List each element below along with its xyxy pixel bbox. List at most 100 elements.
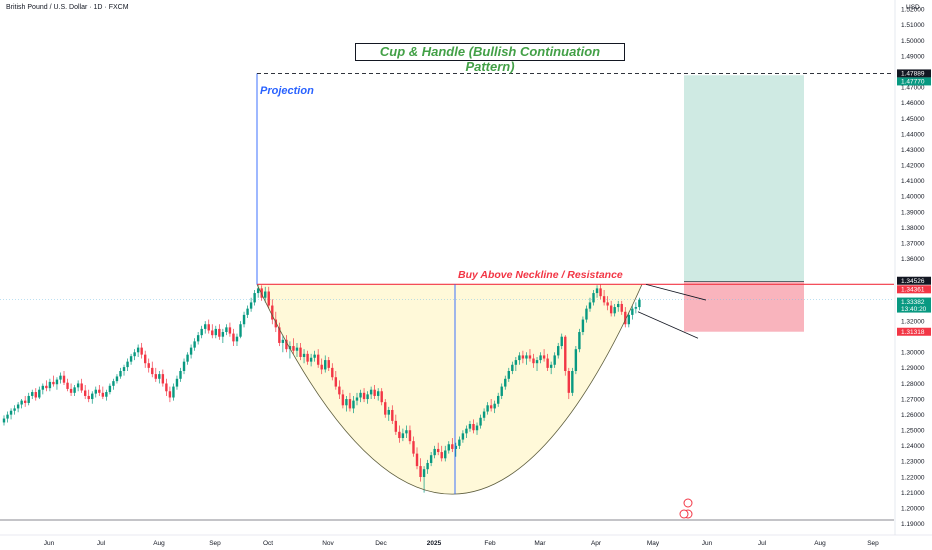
candle-body: [302, 353, 306, 357]
handle-channel-upper: [645, 283, 707, 301]
candle: [465, 425, 468, 439]
candle: [126, 358, 129, 371]
x-tick-label: Feb: [484, 540, 496, 547]
candle-body: [281, 339, 285, 343]
candle-body: [239, 324, 242, 337]
candle: [168, 386, 172, 403]
candle: [239, 321, 242, 339]
y-tick-label: 1.19000: [901, 521, 925, 528]
candle-body: [341, 394, 345, 406]
candle-body: [182, 361, 186, 371]
candle: [292, 338, 295, 354]
candle: [362, 388, 366, 403]
candle: [249, 297, 253, 312]
price-badge-bg: [897, 285, 931, 294]
y-tick-label: 1.29000: [901, 365, 925, 372]
candle: [6, 411, 9, 423]
candle-body: [20, 400, 23, 405]
candle-body: [242, 314, 246, 325]
candle: [419, 458, 422, 482]
candle-body: [539, 355, 542, 361]
price-badge: 1.34526: [897, 276, 931, 285]
candle-body: [497, 395, 500, 404]
y-tick-label: 1.22000: [901, 474, 925, 481]
candle-body: [186, 354, 189, 362]
x-tick-label: May: [647, 540, 660, 547]
candle-body: [546, 358, 549, 368]
candle-body: [256, 288, 260, 294]
candle-body: [366, 394, 369, 400]
price-badge-bg: [897, 327, 931, 336]
x-tick-label: Jun: [702, 540, 713, 547]
candle-body: [278, 327, 281, 343]
candle: [115, 374, 119, 384]
candle-body: [588, 302, 592, 309]
price-badge-label: 1.34526: [901, 278, 925, 285]
candle: [489, 399, 493, 412]
candle-body: [316, 354, 320, 365]
candle: [391, 405, 394, 424]
target-zone: [684, 75, 804, 282]
candle: [412, 436, 415, 457]
candle-body: [475, 425, 479, 431]
price-badge: 1.31318: [897, 327, 931, 336]
candle: [384, 399, 387, 418]
x-tick-label: Aug: [153, 540, 165, 547]
candle-body: [62, 375, 66, 383]
candle: [401, 428, 405, 442]
price-badge-bg: [897, 77, 931, 86]
candle: [232, 328, 235, 347]
x-tick-label: Apr: [591, 540, 602, 547]
candle-body: [122, 367, 126, 371]
candle: [620, 300, 623, 315]
cup-fill: [257, 284, 642, 495]
candle-body: [306, 353, 309, 362]
candle-body: [200, 328, 203, 336]
candle-body: [2, 418, 6, 423]
x-tick-label: 2025: [427, 540, 442, 547]
x-tick-label: Mar: [534, 540, 546, 547]
symbol-title[interactable]: British Pound / U.S. Dollar · 1D · FXCM: [6, 4, 129, 11]
y-tick-label: 1.45000: [901, 116, 925, 123]
candle-body: [221, 332, 225, 337]
candle-body: [334, 377, 338, 387]
candle-body: [91, 393, 94, 400]
candle-body: [465, 428, 468, 434]
candle: [581, 316, 585, 336]
candle-body: [235, 336, 239, 342]
candle: [602, 289, 606, 306]
x-tick-label: Sep: [209, 540, 221, 547]
price-badge-bg: [897, 297, 931, 306]
candle: [204, 321, 207, 334]
candle: [479, 414, 482, 429]
candle-body: [264, 291, 267, 298]
y-tick-label: 1.52000: [901, 7, 925, 14]
y-tick-label: 1.36000: [901, 256, 925, 263]
candle: [186, 352, 189, 365]
candle-body: [507, 371, 510, 379]
candle-body: [599, 288, 602, 297]
y-tick-label: 1.51000: [901, 22, 925, 29]
candle-body: [553, 355, 556, 365]
projection-label: Projection: [260, 85, 314, 97]
stop-zone: [684, 281, 804, 332]
candle: [571, 367, 574, 396]
handle-channel-lower: [637, 311, 699, 339]
candle: [461, 430, 465, 443]
candle-body: [489, 405, 493, 409]
candle: [182, 358, 186, 375]
candle-body: [285, 339, 288, 350]
candle: [380, 388, 383, 406]
candle-body: [574, 349, 578, 371]
x-tick-label: Jul: [97, 540, 106, 547]
candle: [246, 305, 249, 318]
candle: [122, 364, 126, 376]
candle-body: [595, 288, 599, 294]
candle: [288, 341, 292, 359]
candle-body: [387, 409, 390, 415]
y-tick-label: 1.28000: [901, 381, 925, 388]
candle: [592, 289, 595, 306]
y-tick-label: 1.46000: [901, 100, 925, 107]
candle: [345, 395, 348, 412]
